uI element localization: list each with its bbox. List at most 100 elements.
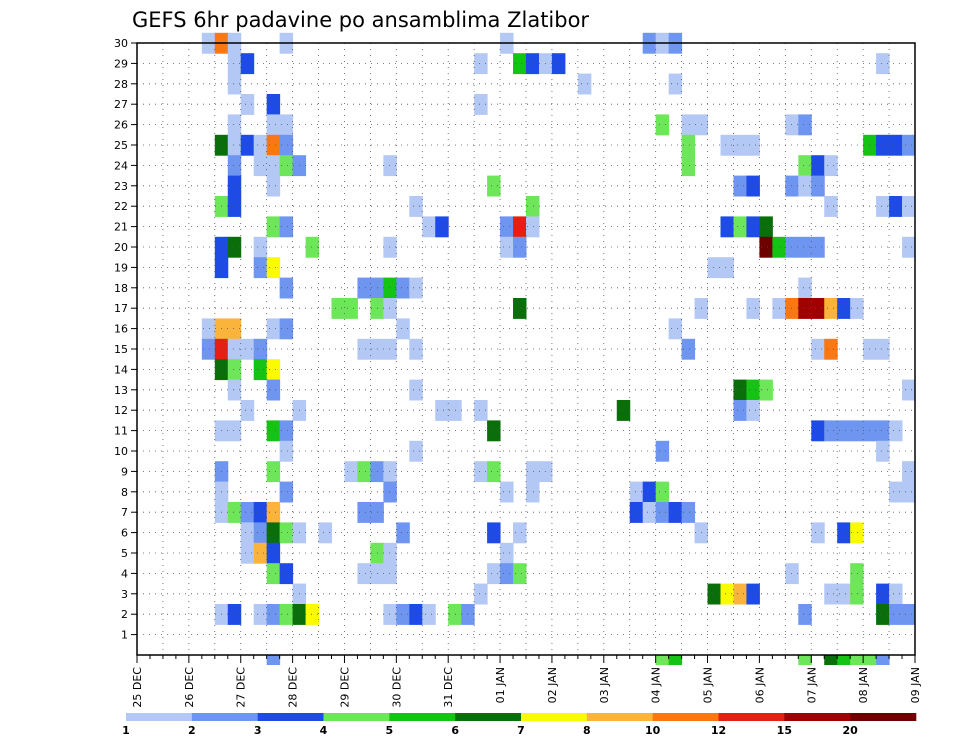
- y-axis: 1234567891011121314151617181920212223242…: [114, 37, 137, 642]
- precip-cell: [383, 338, 397, 360]
- precip-cell: [513, 236, 527, 258]
- precip-cell: [448, 604, 462, 625]
- precip-cell: [227, 502, 242, 523]
- precip-cell: [551, 53, 566, 75]
- x-tick-label: 27 DEC: [235, 667, 248, 708]
- x-tick-label: 29 DEC: [338, 667, 351, 708]
- precip-cell: [253, 542, 268, 564]
- y-tick-label: 4: [121, 567, 128, 580]
- precip-cell: [227, 338, 242, 360]
- y-tick-label: 21: [114, 221, 128, 234]
- precip-cell: [240, 94, 255, 115]
- precip-cell: [266, 134, 281, 156]
- precip-cell-below-axis: [876, 655, 890, 665]
- precip-cell: [526, 196, 540, 217]
- precip-cell: [500, 542, 514, 564]
- precip-cell: [227, 359, 242, 381]
- precip-cell: [266, 420, 281, 442]
- precip-cell: [279, 420, 294, 442]
- precip-cell: [383, 277, 397, 299]
- precip-cell: [266, 114, 281, 136]
- precip-cell: [227, 379, 242, 401]
- precip-cell: [266, 216, 281, 238]
- precip-cell: [500, 481, 514, 503]
- precip-cell: [655, 481, 670, 503]
- precip-cell: [266, 175, 281, 197]
- precip-cell: [824, 298, 838, 319]
- x-tick-label: 04 JAN: [650, 667, 663, 703]
- precip-cell: [902, 379, 916, 401]
- precip-cell: [889, 481, 903, 503]
- y-tick-label: 22: [114, 200, 128, 213]
- precip-cell: [876, 196, 890, 217]
- y-tick-label: 2: [121, 608, 128, 621]
- x-tick-label: 28 DEC: [287, 667, 300, 708]
- colorbar-swatch: [652, 713, 719, 721]
- precip-cell: [266, 257, 281, 279]
- precip-cell: [266, 461, 281, 483]
- grid-lines: [137, 42, 915, 655]
- precip-cell: [487, 175, 501, 197]
- x-tick-label: 25 DEC: [131, 667, 144, 708]
- y-tick-label: 15: [114, 343, 128, 356]
- colorbar-label: 1: [122, 724, 130, 737]
- precip-cell: [668, 502, 683, 523]
- precip-cell: [279, 216, 294, 238]
- precip-cell: [876, 338, 890, 360]
- precip-cell: [720, 583, 734, 605]
- precip-cell: [266, 522, 281, 544]
- precip-cell: [474, 400, 488, 421]
- y-tick-label: 6: [121, 527, 128, 540]
- precip-cell: [681, 502, 696, 523]
- precip-cell: [396, 522, 410, 544]
- precip-cell: [850, 298, 864, 319]
- precip-cell: [253, 359, 268, 381]
- x-tick-label: 08 JAN: [857, 667, 870, 703]
- precip-cell: [733, 175, 747, 197]
- precip-cell: [227, 134, 242, 156]
- precip-cell: [227, 73, 242, 95]
- precip-cell-below-axis: [798, 655, 812, 665]
- precip-cell: [474, 583, 488, 605]
- precip-cell: [824, 155, 838, 177]
- precip-cell: [357, 461, 371, 483]
- precip-cell: [850, 522, 864, 544]
- y-tick-label: 3: [121, 588, 128, 601]
- precip-cell: [876, 53, 890, 75]
- precip-cell: [850, 583, 864, 605]
- precip-cell: [759, 379, 773, 401]
- precip-cell: [889, 196, 903, 217]
- precip-cell: [733, 583, 747, 605]
- precip-cell: [655, 114, 670, 136]
- precip-cell: [876, 583, 890, 605]
- precip-cell: [266, 379, 281, 401]
- precip-cell: [513, 216, 527, 238]
- precip-cell: [279, 318, 294, 340]
- precip-cell: [513, 53, 527, 75]
- precip-cell: [266, 318, 281, 340]
- precip-cell: [487, 563, 501, 585]
- precip-cell: [474, 53, 488, 75]
- precip-cell: [344, 298, 358, 319]
- precip-cell: [357, 338, 371, 360]
- precip-cell: [759, 236, 773, 258]
- colorbar-label: 6: [451, 724, 459, 737]
- colorbar-swatch: [718, 713, 785, 721]
- precip-cell: [889, 604, 903, 625]
- precip-cell: [305, 604, 320, 625]
- precip-cell: [383, 298, 397, 319]
- precip-cell: [526, 53, 540, 75]
- precip-cell: [227, 196, 242, 217]
- precip-cell: [733, 216, 747, 238]
- precip-cell-below-axis: [837, 655, 851, 665]
- y-tick-label: 24: [114, 159, 128, 172]
- precip-cell: [253, 338, 268, 360]
- precip-cell: [240, 134, 255, 156]
- precip-cell-below-axis: [863, 655, 877, 665]
- precip-cell: [526, 461, 540, 483]
- colorbar-swatch: [586, 713, 653, 721]
- precip-cell: [279, 604, 294, 625]
- precip-cell: [253, 604, 268, 625]
- precip-cell: [837, 522, 851, 544]
